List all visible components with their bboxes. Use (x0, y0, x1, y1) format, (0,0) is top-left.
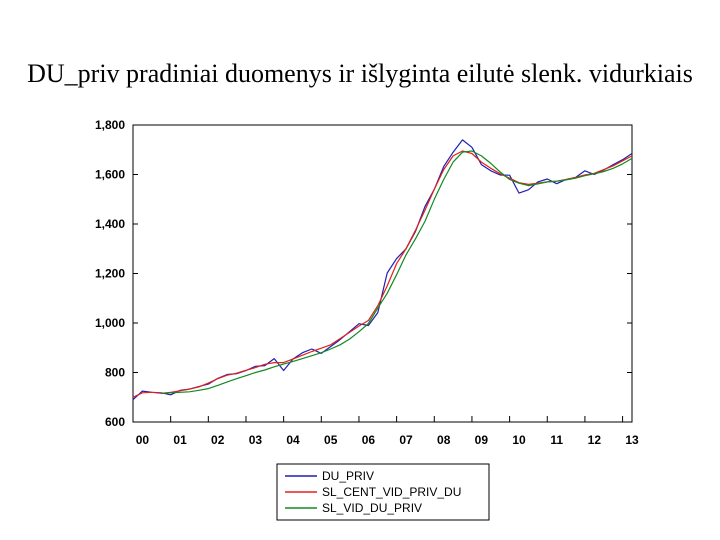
x-tick-label: 11 (550, 433, 563, 447)
x-tick-label: 13 (625, 433, 639, 447)
legend: DU_PRIV SL_CENT_VID_PRIV_DU SL_VID_DU_PRIV (276, 463, 490, 521)
x-tick-label: 05 (324, 433, 338, 447)
chart-title: DU_priv pradiniai duomenys ir išlyginta … (27, 59, 693, 88)
x-tick-label: 12 (588, 433, 602, 447)
y-tick-label: 1,000 (95, 316, 125, 330)
x-tick-label: 03 (249, 433, 263, 447)
plot-frame (132, 124, 633, 423)
x-axis-tick-labels: 00 01 02 03 04 05 06 07 08 09 10 11 12 13 (136, 433, 639, 447)
y-tick-label: 800 (105, 366, 125, 380)
y-axis-tick-labels: 600 800 1,000 1,200 1,400 1,600 1,800 (95, 118, 125, 429)
x-tick-label: 04 (286, 433, 300, 447)
series-line (132, 139, 633, 401)
y-tick-label: 1,200 (95, 267, 125, 281)
y-tick-label: 1,600 (95, 168, 125, 182)
x-tick-label: 10 (512, 433, 526, 447)
x-tick-label: 09 (475, 433, 489, 447)
series-line (161, 150, 633, 395)
plot-area-border (132, 124, 633, 423)
legend-label: DU_PRIV (322, 469, 374, 483)
x-tick-label: 02 (211, 433, 225, 447)
x-tick-label: 00 (136, 433, 150, 447)
series-lines (132, 139, 633, 401)
axis-ticks (132, 124, 632, 423)
y-tick-label: 1,400 (95, 217, 125, 231)
legend-label: SL_CENT_VID_PRIV_DU (322, 485, 461, 499)
x-tick-label: 01 (173, 433, 187, 447)
y-tick-label: 600 (105, 415, 125, 429)
x-tick-label: 06 (362, 433, 376, 447)
x-tick-label: 07 (399, 433, 413, 447)
legend-label: SL_VID_DU_PRIV (322, 501, 422, 515)
series-line (132, 150, 633, 398)
x-tick-label: 08 (437, 433, 451, 447)
y-tick-label: 1,800 (95, 118, 125, 132)
